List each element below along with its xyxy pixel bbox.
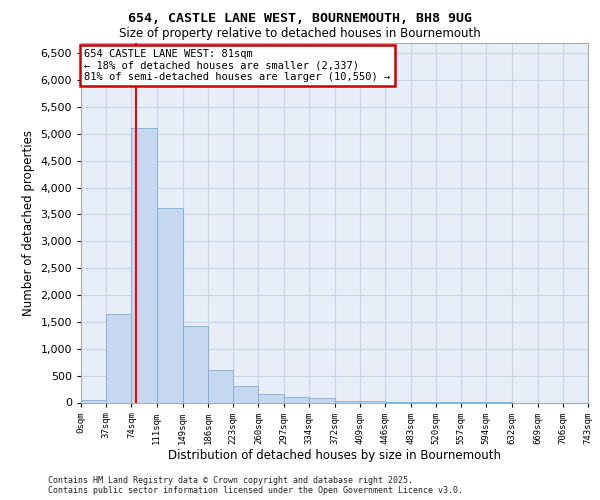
Bar (284, 397, 309, 402)
Bar (335, 401, 360, 402)
Text: Size of property relative to detached houses in Bournemouth: Size of property relative to detached ho… (119, 28, 481, 40)
X-axis label: Distribution of detached houses by size in Bournemouth: Distribution of detached houses by size … (168, 450, 501, 462)
Bar (106, 314, 131, 402)
Text: 654, CASTLE LANE WEST, BOURNEMOUTH, BH8 9UG: 654, CASTLE LANE WEST, BOURNEMOUTH, BH8 … (128, 12, 472, 26)
Bar (233, 386, 259, 402)
Y-axis label: Number of detached properties: Number of detached properties (22, 130, 35, 316)
Bar (182, 326, 208, 402)
Bar (208, 370, 233, 402)
Bar (157, 208, 182, 402)
Bar (81, 400, 106, 402)
Text: 654 CASTLE LANE WEST: 81sqm
← 18% of detached houses are smaller (2,337)
81% of : 654 CASTLE LANE WEST: 81sqm ← 18% of det… (85, 49, 391, 82)
Bar (259, 394, 284, 402)
Bar (309, 398, 335, 402)
Bar (131, 128, 157, 402)
Text: Contains HM Land Registry data © Crown copyright and database right 2025.
Contai: Contains HM Land Registry data © Crown c… (48, 476, 463, 495)
